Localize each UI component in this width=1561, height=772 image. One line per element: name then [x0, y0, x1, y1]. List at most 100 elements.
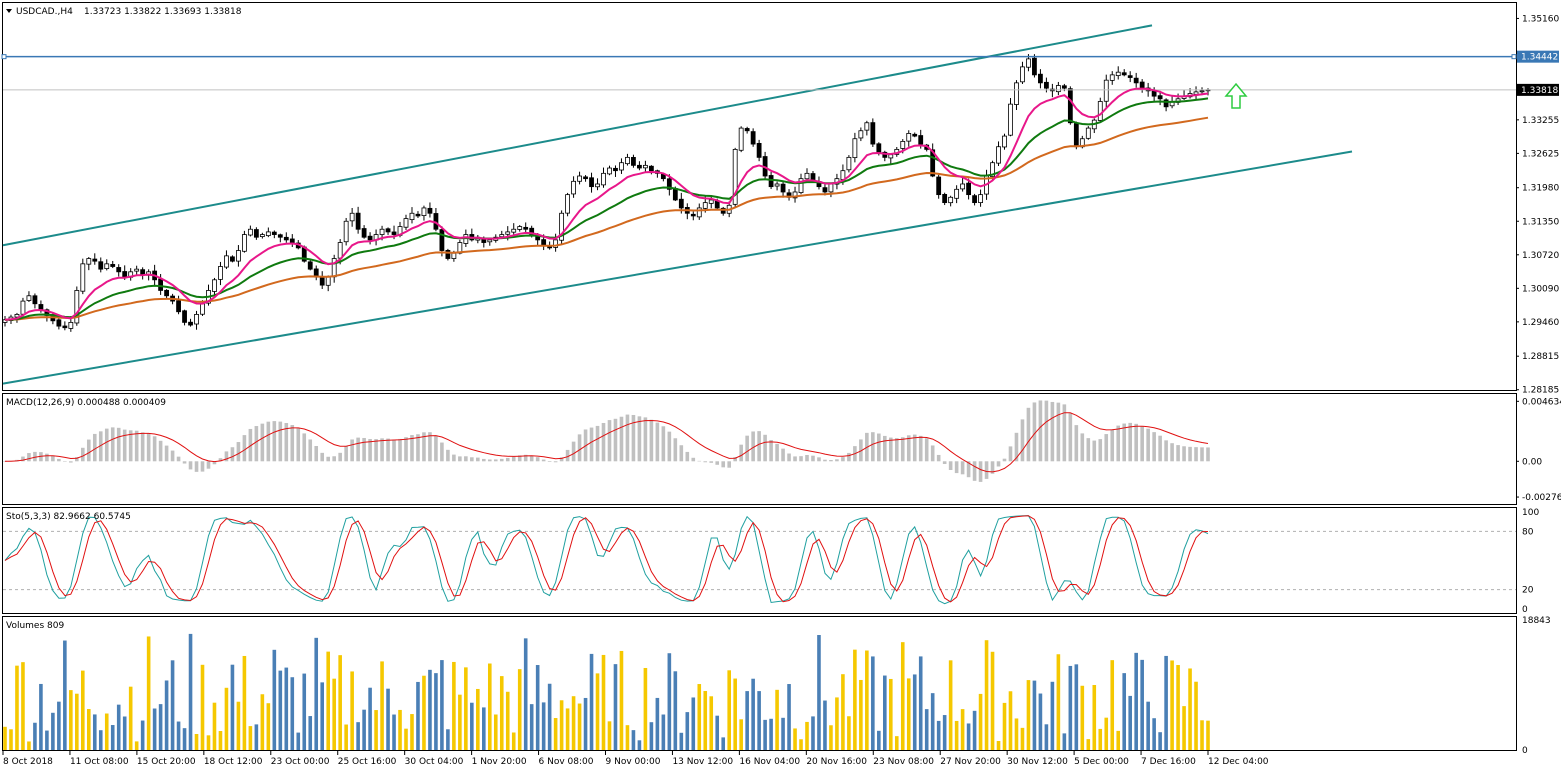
macd-histogram-bar — [1134, 423, 1138, 462]
macd-histogram-bar — [877, 433, 881, 462]
volume-bar — [613, 664, 618, 750]
candle-body — [1103, 79, 1109, 102]
volume-bar — [1044, 724, 1049, 750]
volume-bar — [380, 661, 384, 750]
macd-histogram-bar — [86, 439, 91, 462]
candle-body — [367, 235, 373, 241]
stoch-pane — [2, 507, 1517, 614]
macd-histogram-bar — [1014, 432, 1019, 462]
volume-bar — [721, 737, 726, 750]
candle-body — [176, 300, 181, 313]
macd-histogram-bar — [643, 417, 648, 462]
candle-body — [385, 228, 391, 233]
volume-bar — [745, 691, 749, 750]
macd-histogram-bar — [1008, 446, 1013, 462]
volume-bar — [703, 691, 708, 750]
macd-histogram-bar — [625, 414, 630, 462]
candle-body — [930, 149, 936, 177]
volume-bar — [116, 704, 121, 750]
candle-body — [134, 268, 140, 272]
macd-histogram-bar — [482, 458, 486, 462]
macd-histogram-bar — [242, 435, 247, 462]
macd-histogram-bar — [1038, 400, 1043, 462]
macd-histogram-bar — [487, 459, 492, 462]
price-pane — [2, 2, 1517, 391]
macd-histogram-bar — [535, 457, 540, 462]
candle-body — [1115, 71, 1121, 77]
volume-bar — [1002, 702, 1007, 750]
candle-body — [230, 256, 235, 262]
candle-body — [271, 231, 277, 235]
candle-body — [379, 228, 385, 235]
volume-bar — [595, 673, 600, 750]
macd-histogram-bar — [314, 446, 319, 462]
macd-histogram-bar — [1116, 425, 1121, 462]
price-tick-label: 1.33818 — [1521, 86, 1558, 96]
volume-bar — [517, 669, 522, 750]
macd-histogram-bar — [978, 461, 983, 482]
volume-pane — [2, 616, 1517, 751]
collapse-triangle-icon[interactable] — [6, 9, 12, 13]
macd-histogram-bar — [45, 453, 49, 462]
macd-histogram-bar — [302, 433, 307, 462]
macd-histogram-bar — [1032, 402, 1037, 462]
candle-body — [1163, 99, 1169, 108]
macd-histogram-bar — [631, 414, 636, 462]
candle-body — [852, 138, 858, 159]
time-tick-label: 12 Dec 04:00 — [1208, 757, 1269, 767]
macd-histogram-bar — [374, 439, 378, 462]
macd-histogram-bar — [900, 437, 905, 462]
macd-histogram-bar — [266, 421, 271, 462]
volume-bar — [386, 688, 390, 750]
price-tick-label: 1.32625 — [1522, 149, 1559, 159]
volume-bar — [86, 709, 91, 750]
macd-histogram-bar — [727, 461, 731, 468]
candle-body — [1109, 74, 1115, 81]
volume-bar — [242, 655, 247, 750]
volume-bar — [392, 714, 396, 750]
candle-body — [900, 141, 906, 149]
macd-histogram-bar — [823, 459, 827, 462]
time-tick-label: 11 Oct 08:00 — [70, 757, 129, 767]
volume-bar — [1020, 727, 1025, 750]
volume-bar — [499, 676, 504, 750]
candle-body — [822, 187, 828, 193]
macd-histogram-bar — [33, 451, 37, 462]
macd-tick-label: 0.004634 — [1522, 397, 1561, 407]
macd-histogram-bar — [559, 457, 564, 462]
volume-bar — [793, 728, 797, 750]
macd-histogram-bar — [206, 461, 211, 469]
volume-bar — [883, 675, 887, 750]
macd-histogram-bar — [673, 438, 678, 462]
macd-tick-label: -0.002763 — [1522, 493, 1561, 503]
macd-histogram-bar — [511, 456, 516, 462]
macd-histogram-bar — [218, 458, 223, 462]
macd-histogram-bar — [410, 435, 414, 462]
volume-bar — [1152, 718, 1156, 750]
macd-histogram-bar — [81, 447, 85, 462]
macd-histogram-bar — [308, 439, 313, 462]
macd-histogram-bar — [966, 461, 971, 478]
volume-bar — [338, 655, 342, 750]
time-tick-label: 13 Nov 12:00 — [672, 757, 733, 767]
macd-histogram-bar — [667, 431, 672, 462]
volume-bar — [966, 723, 971, 750]
macd-histogram-bar — [1146, 428, 1150, 462]
candle-body — [499, 234, 505, 238]
macd-histogram-bar — [721, 461, 726, 468]
volume-bar — [146, 636, 151, 750]
volume-bar — [984, 640, 989, 750]
volume-bar — [1158, 732, 1162, 750]
volume-bar — [1176, 665, 1180, 750]
macd-histogram-bar — [1050, 401, 1055, 462]
volume-bar — [661, 714, 666, 750]
candle-body — [415, 213, 421, 217]
macd-histogram-bar — [98, 431, 103, 462]
candle-body — [996, 146, 1001, 164]
volume-bar — [260, 694, 265, 750]
macd-histogram-bar — [1194, 447, 1198, 462]
volume-bar — [134, 741, 139, 750]
macd-histogram-bar — [1044, 400, 1049, 462]
candle-body — [242, 234, 247, 252]
candle-body — [445, 249, 451, 259]
